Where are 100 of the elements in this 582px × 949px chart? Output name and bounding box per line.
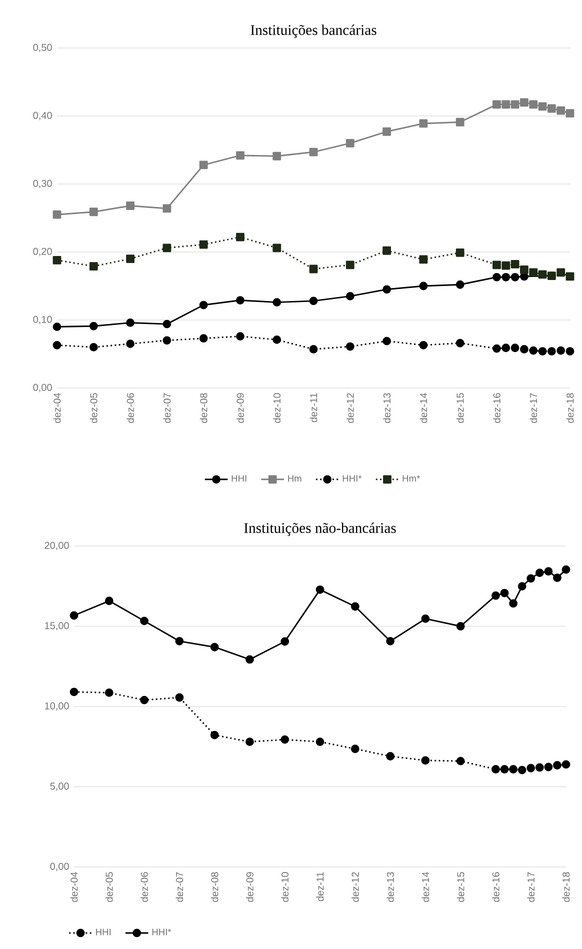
point xyxy=(456,756,465,766)
point xyxy=(553,761,562,770)
point xyxy=(520,98,528,107)
point xyxy=(199,334,208,343)
point xyxy=(492,260,501,270)
point xyxy=(456,338,464,348)
point xyxy=(346,138,354,148)
point xyxy=(346,260,354,270)
point xyxy=(421,756,430,765)
point xyxy=(126,254,134,263)
legend-label: Hm xyxy=(288,475,302,482)
y-tick-label: 0,30 xyxy=(33,180,52,188)
point xyxy=(566,347,574,356)
point xyxy=(316,738,324,746)
point xyxy=(346,292,354,300)
point xyxy=(510,100,520,109)
point xyxy=(562,565,570,574)
x-tick-label: dez-15 xyxy=(456,393,464,423)
point xyxy=(309,345,318,354)
point xyxy=(199,240,208,249)
point xyxy=(456,622,465,630)
legend-label: HHI* xyxy=(152,928,172,936)
x-tick-label: dez-10 xyxy=(273,393,281,423)
point xyxy=(175,636,184,646)
point xyxy=(126,340,134,348)
point xyxy=(556,268,566,277)
point xyxy=(500,765,509,774)
point xyxy=(140,696,148,704)
point xyxy=(492,100,501,109)
chart-title: Instituições não-bancárias xyxy=(244,522,396,536)
point xyxy=(456,248,464,257)
point xyxy=(492,591,500,600)
point xyxy=(547,104,556,113)
point xyxy=(89,208,98,216)
point xyxy=(236,332,244,341)
point xyxy=(538,102,547,111)
x-tick-label: dez-17 xyxy=(530,393,538,423)
x-tick-label: dez-07 xyxy=(163,393,171,423)
point xyxy=(526,574,536,583)
point xyxy=(529,346,538,355)
y-tick-label: 20,00 xyxy=(44,542,69,550)
point xyxy=(70,688,78,696)
y-tick-label: 0,40 xyxy=(33,112,52,120)
x-tick-label: dez-08 xyxy=(200,393,208,423)
point xyxy=(386,636,394,646)
point xyxy=(236,232,244,242)
point xyxy=(52,256,62,264)
point xyxy=(556,346,566,355)
legend-label: HHI xyxy=(232,475,246,482)
x-tick-label: dez-15 xyxy=(456,872,464,902)
x-tick-label: dez-12 xyxy=(346,393,354,423)
point xyxy=(556,106,566,115)
point xyxy=(518,766,526,774)
y-tick-label: 15,00 xyxy=(45,622,69,630)
point xyxy=(162,320,172,328)
y-tick-label: 0,00 xyxy=(33,384,52,392)
y-tick-label: 0,50 xyxy=(33,44,52,52)
point xyxy=(529,100,538,109)
point xyxy=(52,340,62,350)
x-tick-label: dez-06 xyxy=(140,872,148,902)
legend-label: Hm* xyxy=(402,475,420,482)
point xyxy=(309,148,318,156)
point xyxy=(502,344,510,352)
point xyxy=(502,261,510,270)
point xyxy=(562,760,570,769)
point xyxy=(509,599,518,608)
y-tick-label: 5,00 xyxy=(50,782,69,791)
point xyxy=(421,614,430,623)
x-tick-label: dez-08 xyxy=(210,872,218,902)
x-tick-label: dez-14 xyxy=(422,872,430,902)
point xyxy=(236,296,244,304)
point xyxy=(126,318,134,327)
x-tick-label: dez-04 xyxy=(70,872,78,902)
point xyxy=(553,574,562,582)
point xyxy=(510,344,520,352)
point xyxy=(492,272,501,282)
point xyxy=(309,264,318,274)
point xyxy=(309,296,318,306)
point xyxy=(382,285,391,294)
point xyxy=(566,272,574,281)
point xyxy=(162,244,172,252)
x-tick-label: dez-12 xyxy=(351,872,359,902)
point xyxy=(104,688,114,697)
x-tick-label: dez-11 xyxy=(310,393,318,422)
point xyxy=(162,336,172,345)
point xyxy=(518,582,526,590)
point xyxy=(456,280,464,289)
point xyxy=(272,152,282,160)
point xyxy=(140,616,148,626)
point xyxy=(419,282,428,290)
x-tick-label: dez-05 xyxy=(105,872,113,902)
point xyxy=(535,568,544,578)
point xyxy=(280,637,290,646)
x-tick-label: dez-17 xyxy=(527,872,535,902)
point xyxy=(236,151,244,160)
chart-title: Instituições bancárias xyxy=(250,24,376,38)
point xyxy=(386,752,394,760)
x-tick-label: dez-18 xyxy=(562,872,570,902)
x-tick-label: dez-16 xyxy=(493,393,500,423)
point xyxy=(419,255,428,264)
